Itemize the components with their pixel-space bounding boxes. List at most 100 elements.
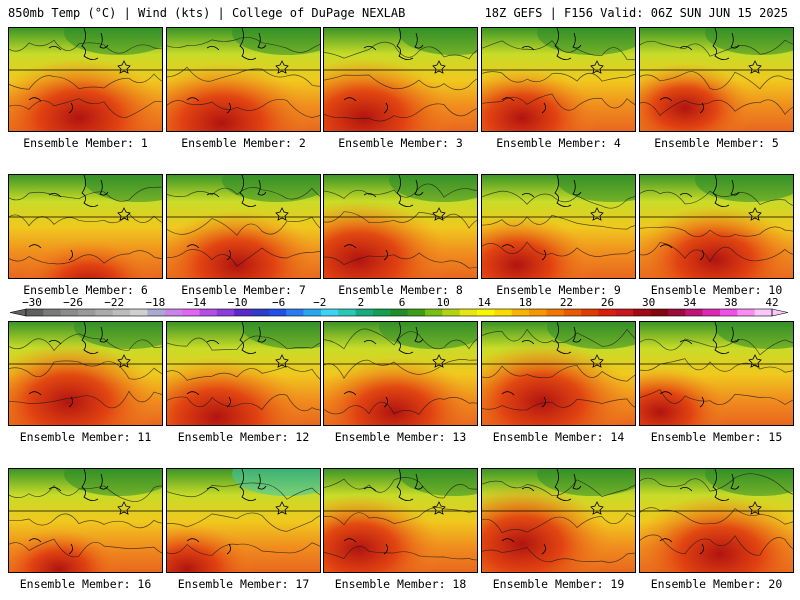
temperature-field — [167, 28, 320, 131]
colorbar-swatch — [425, 309, 443, 316]
colorbar-tick-label: −2 — [313, 296, 326, 309]
ensemble-member-cell: Ensemble Member: 3 — [323, 27, 478, 150]
ensemble-member-cell: Ensemble Member: 11 — [8, 321, 163, 444]
ensemble-member-map — [166, 174, 321, 279]
ensemble-member-cell: Ensemble Member: 4 — [481, 27, 636, 150]
ensemble-member-label: Ensemble Member: 17 — [177, 577, 310, 591]
colorbar-swatch — [182, 309, 200, 316]
temperature-field — [324, 175, 477, 278]
ensemble-member-map — [8, 321, 163, 426]
colorbar-swatch — [216, 309, 235, 316]
ensemble-member-map — [166, 27, 321, 132]
colorbar-swatch — [407, 309, 426, 316]
ensemble-member-label: Ensemble Member: 6 — [23, 283, 148, 297]
temperature-field — [324, 322, 477, 425]
colorbar-swatch — [459, 309, 478, 316]
colorbar-swatch — [650, 309, 669, 316]
colorbar-swatch — [26, 309, 44, 316]
city-marker-icon — [748, 501, 762, 515]
ensemble-member-cell: Ensemble Member: 14 — [481, 321, 636, 444]
ensemble-member-label: Ensemble Member: 20 — [650, 577, 783, 591]
city-marker-icon — [590, 501, 604, 515]
city-marker-icon — [432, 354, 446, 368]
ensemble-member-cell: Ensemble Member: 7 — [166, 174, 321, 297]
temperature-field — [482, 28, 635, 131]
ensemble-member-label: Ensemble Member: 19 — [492, 577, 625, 591]
city-marker-icon — [117, 207, 131, 221]
ensemble-member-map — [323, 321, 478, 426]
temperature-field — [9, 469, 162, 572]
ensemble-member-cell: Ensemble Member: 8 — [323, 174, 478, 297]
ensemble-member-label: Ensemble Member: 15 — [650, 430, 783, 444]
city-marker-icon — [275, 207, 289, 221]
colorbar-swatch — [112, 309, 131, 316]
ensemble-member-label: Ensemble Member: 7 — [181, 283, 306, 297]
colorbar-swatch — [320, 309, 339, 316]
city-marker-icon — [748, 60, 762, 74]
ensemble-member-map — [639, 321, 794, 426]
ensemble-member-map — [639, 468, 794, 573]
city-marker-icon — [590, 207, 604, 221]
ensemble-member-cell: Ensemble Member: 18 — [323, 468, 478, 591]
ensemble-member-label: Ensemble Member: 11 — [19, 430, 152, 444]
colorbar-max-arrow — [771, 308, 789, 317]
colorbar-swatch — [702, 309, 721, 316]
ensemble-member-label: Ensemble Member: 1 — [23, 136, 148, 150]
ensemble-member-label: Ensemble Member: 12 — [177, 430, 310, 444]
temperature-field — [167, 322, 320, 425]
colorbar-tick-label: −14 — [187, 296, 207, 309]
ensemble-member-cell: Ensemble Member: 2 — [166, 27, 321, 150]
colorbar-graphic: −30 −26 −22 −18 −14 −10 −6 −2 2 6 10 14 18 22 26 30 34 38… — [9, 296, 789, 317]
city-marker-icon — [748, 354, 762, 368]
ensemble-member-label: Ensemble Member: 10 — [650, 283, 783, 297]
ensemble-member-cell: Ensemble Member: 20 — [639, 468, 794, 591]
colorbar-swatch — [268, 309, 287, 316]
ensemble-member-map — [323, 27, 478, 132]
colorbar-swatch — [581, 309, 599, 316]
colorbar-tick-label: −6 — [272, 296, 285, 309]
ensemble-member-cell: Ensemble Member: 17 — [166, 468, 321, 591]
colorbar-swatch — [251, 309, 270, 316]
city-marker-icon — [590, 60, 604, 74]
colorbar-swatch — [372, 309, 391, 316]
colorbar-swatch — [147, 309, 166, 316]
temperature-field — [9, 322, 162, 425]
colorbar-swatch — [598, 309, 617, 316]
ensemble-member-label: Ensemble Member: 2 — [181, 136, 306, 150]
ensemble-member-label: Ensemble Member: 9 — [496, 283, 621, 297]
ensemble-member-cell: Ensemble Member: 10 — [639, 174, 794, 297]
colorbar-tick-label: 34 — [683, 296, 697, 309]
colorbar-tick-label: 6 — [399, 296, 406, 309]
temperature-field — [324, 28, 477, 131]
ensemble-member-label: Ensemble Member: 14 — [492, 430, 625, 444]
city-marker-icon — [117, 501, 131, 515]
colorbar-tick-label: 26 — [601, 296, 614, 309]
colorbar-tick-label: −26 — [63, 296, 83, 309]
map-title: 850mb Temp (°C) | Wind (kts) | College o… — [8, 6, 406, 20]
city-marker-icon — [117, 60, 131, 74]
city-marker-icon — [432, 501, 446, 515]
temperature-field — [167, 469, 320, 572]
colorbar-tick-label: −22 — [104, 296, 124, 309]
ensemble-member-label: Ensemble Member: 4 — [496, 136, 621, 150]
city-marker-icon — [275, 60, 289, 74]
ensemble-member-map — [481, 174, 636, 279]
colorbar-swatch — [737, 309, 755, 316]
colorbar-swatch — [754, 309, 773, 316]
colorbar-swatch — [43, 309, 61, 316]
colorbar-swatch — [164, 309, 183, 316]
colorbar-tick-label: −18 — [145, 296, 165, 309]
colorbar-swatch — [303, 309, 322, 316]
temperature-field — [640, 322, 793, 425]
ensemble-member-label: Ensemble Member: 3 — [338, 136, 463, 150]
ensemble-member-cell: Ensemble Member: 5 — [639, 27, 794, 150]
temperature-field — [482, 469, 635, 572]
colorbar-swatch — [286, 309, 304, 316]
colorbar-swatch — [667, 309, 686, 316]
ensemble-member-label: Ensemble Member: 8 — [338, 283, 463, 297]
colorbar-swatch — [60, 309, 79, 316]
colorbar-swatch — [719, 309, 738, 316]
temperature-field — [640, 175, 793, 278]
colorbar-swatch — [477, 309, 495, 316]
